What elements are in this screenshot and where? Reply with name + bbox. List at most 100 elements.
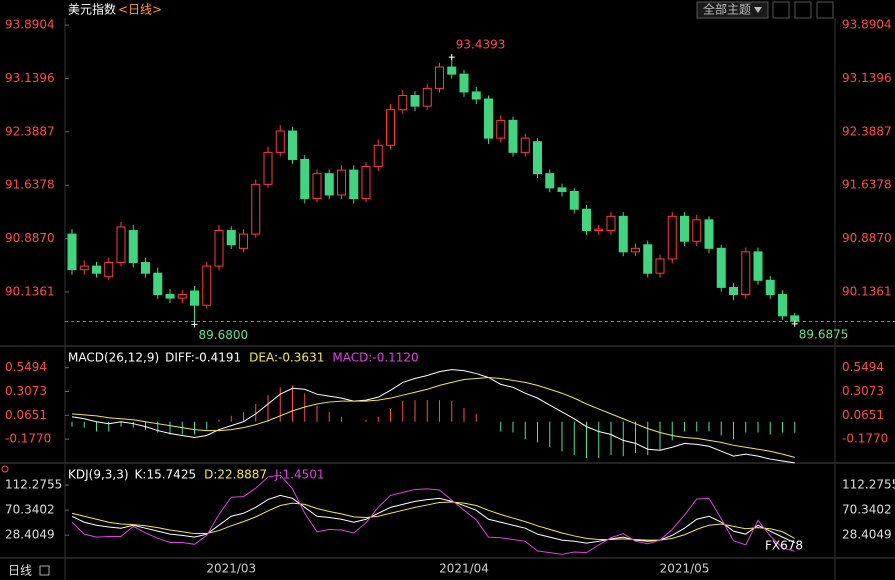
candle-body xyxy=(435,66,444,89)
candle-body xyxy=(337,169,346,196)
legend-entry: J:1.4501 xyxy=(274,468,325,482)
y-tick-label: 0.5494 xyxy=(842,360,884,374)
candle-body xyxy=(753,251,763,281)
candle-body xyxy=(667,215,677,260)
instrument-title: 美元指数 xyxy=(68,2,116,17)
candle-body xyxy=(300,158,310,200)
candle-body xyxy=(349,169,359,200)
candle-body xyxy=(373,144,383,168)
candle-body xyxy=(459,73,469,93)
candle-body xyxy=(422,87,432,107)
indicator-line xyxy=(71,494,795,544)
y-tick-label: 93.8904 xyxy=(5,18,55,32)
y-tick-label: 28.4049 xyxy=(5,528,55,542)
x-tick-label: 2021/04 xyxy=(439,562,489,576)
legend-entry: K:15.7425 xyxy=(135,468,197,482)
candle-body xyxy=(226,230,236,246)
theme-button-label[interactable]: 全部主题 xyxy=(703,2,751,17)
candle-body xyxy=(67,233,77,271)
candle-body xyxy=(153,272,163,296)
indicator-title: KDJ(9,3,3) xyxy=(68,468,129,482)
candle-body xyxy=(716,247,726,288)
candle-body xyxy=(214,230,224,267)
y-tick-label: 92.3887 xyxy=(842,124,892,138)
period-icon xyxy=(39,565,50,576)
y-tick-label: 70.3402 xyxy=(842,503,892,517)
candle-body xyxy=(251,183,261,235)
period-label: <日线> xyxy=(118,3,162,17)
candle-body xyxy=(631,247,640,253)
candle-body xyxy=(704,219,714,249)
y-tick-label: 0.3073 xyxy=(842,384,884,398)
legend-entry: D:22.8887 xyxy=(204,468,267,482)
candle-body xyxy=(508,119,518,153)
legend-entry: MACD:-0.1120 xyxy=(332,351,418,365)
candle-body xyxy=(741,251,751,296)
candle-body xyxy=(790,315,800,323)
legend-entry: DEA:-0.3631 xyxy=(249,351,324,365)
dropdown-arrow xyxy=(754,7,762,13)
candle-body xyxy=(606,215,616,232)
candle-body xyxy=(324,173,334,196)
candle-body xyxy=(398,94,408,111)
candle-body xyxy=(361,166,371,200)
icon-button[interactable] xyxy=(816,1,834,19)
y-tick-label: 0.0651 xyxy=(842,408,884,422)
footer-period: 日线 xyxy=(8,564,32,578)
price-marker-label: 89.6875 xyxy=(799,327,849,341)
y-tick-label: 0.3073 xyxy=(5,384,47,398)
candle-body xyxy=(275,130,285,153)
indicator-line xyxy=(71,501,795,541)
candle-body xyxy=(104,262,114,278)
candle-body xyxy=(79,265,89,271)
candle-body xyxy=(471,91,481,100)
candle-body xyxy=(765,279,775,296)
theme-button[interactable] xyxy=(696,1,769,19)
panel-icon xyxy=(1,465,9,473)
candle-body xyxy=(202,265,212,306)
candle-body xyxy=(141,262,150,274)
candle-body xyxy=(692,219,702,242)
candle-body xyxy=(643,244,653,274)
y-tick-label: -0.1770 xyxy=(842,432,888,446)
candle-body xyxy=(288,130,297,160)
y-tick-label: 70.3402 xyxy=(5,503,55,517)
candle-body xyxy=(594,228,604,232)
indicator-line xyxy=(71,376,795,458)
y-tick-label: 28.4049 xyxy=(842,528,892,542)
x-tick-label: 2021/03 xyxy=(206,562,256,576)
candle-body xyxy=(729,286,738,296)
y-tick-label: 93.1396 xyxy=(5,71,55,85)
candle-body xyxy=(778,294,787,317)
icon-button[interactable] xyxy=(772,1,790,19)
candle-body xyxy=(655,258,665,274)
indicator-line xyxy=(71,369,795,464)
candle-body xyxy=(190,290,199,306)
candle-body xyxy=(520,137,530,153)
candle-body xyxy=(263,151,273,185)
legend-entry: DIFF:-0.4191 xyxy=(165,351,241,365)
y-tick-label: 0.0651 xyxy=(5,408,47,422)
y-tick-label: 93.1396 xyxy=(842,71,892,85)
marker-cross xyxy=(448,54,455,61)
indicator-title: MACD(26,12,9) xyxy=(68,351,159,365)
candle-body xyxy=(496,119,506,139)
y-tick-label: -0.1770 xyxy=(5,432,51,446)
candle-body xyxy=(680,215,689,242)
y-tick-label: 90.8870 xyxy=(5,231,55,245)
candle-body xyxy=(533,141,542,175)
y-tick-label: 90.1361 xyxy=(5,284,55,298)
y-tick-label: 112.2755 xyxy=(842,478,895,492)
candle-body xyxy=(569,190,579,210)
icon-button[interactable] xyxy=(794,1,812,19)
candle-body xyxy=(92,265,101,274)
candle-body xyxy=(239,233,248,249)
candle-body xyxy=(312,173,322,200)
candle-body xyxy=(128,230,138,264)
candle-body xyxy=(165,294,175,299)
candle-body xyxy=(484,98,493,139)
candle-body xyxy=(618,215,628,253)
candle-body xyxy=(557,187,567,192)
